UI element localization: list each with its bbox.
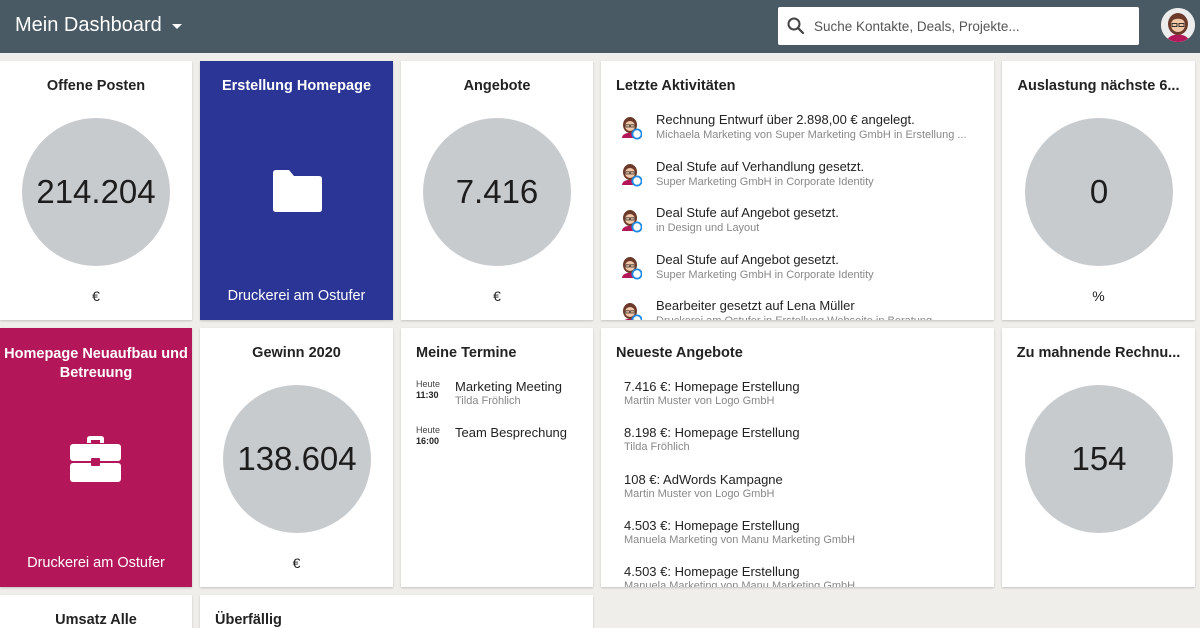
activity-meta: Druckerei am Ostufer in Erstellung Webse… [656,315,981,320]
value-circle: 138.604 [223,385,371,533]
project-client: Druckerei am Ostufer [27,555,165,571]
activity-item[interactable]: Deal Stufe auf Angebot gesetzt. Super Mar… [616,252,981,292]
ueberfaellig-card: Überfällig [200,595,593,628]
zu-mahnende-card[interactable]: Zu mahnende Rechnu... 154 [1002,328,1195,587]
folder-icon [273,170,322,212]
user-avatar-icon [620,207,643,233]
card-title: Meine Termine [416,345,517,361]
card-title: Auslastung nächste 6... [1017,78,1180,94]
erstellung-homepage-card[interactable]: Erstellung Homepage Druckerei am Ostufer [200,61,393,320]
offer-item[interactable]: 4.503 €: Homepage Erstellung Manuela Mark… [624,518,979,546]
umsatz-alle-card[interactable]: Umsatz Alle [0,595,192,628]
unit-label: % [1092,288,1105,304]
offer-customer: Manuela Marketing von Manu Marketing Gmb… [624,580,856,587]
appointment-person: Tilda Fröhlich [455,395,521,407]
activity-item[interactable]: Rechnung Entwurf über 2.898,00 € angeleg… [616,112,981,152]
offer-title: 4.503 €: Homepage Erstellung [624,564,800,580]
project-title: Homepage Neuaufbau und Betreuung [4,346,188,381]
offer-title: 4.503 €: Homepage Erstellung [624,517,800,533]
card-title: Angebote [463,78,531,94]
briefcase-icon [70,436,121,482]
user-avatar-icon [620,161,643,187]
appointment-time: 11:30 [416,390,439,400]
activity-text: Rechnung Entwurf über 2.898,00 € angeleg… [656,112,915,127]
project-client: Druckerei am Ostufer [227,288,366,304]
meine-termine-card: Meine Termine Heute 11:30 Marketing Meetin… [401,328,593,587]
avatar-icon [1161,8,1195,42]
dashboard-selector[interactable]: Mein Dashboard [15,14,182,37]
user-avatar-icon [620,114,643,140]
offer-customer: Tilda Fröhlich [624,441,690,454]
value-circle: 154 [1025,385,1173,533]
letzte-aktivitaeten-card: Letzte Aktivitäten Rechnung Entwurf über… [601,61,994,320]
card-title: Umsatz Alle [55,612,137,628]
offene-posten-card[interactable]: Offene Posten 214.204 € [0,61,192,320]
offer-item[interactable]: 7.416 €: Homepage Erstellung Martin Muste… [624,379,979,407]
appointment-day: Heute [416,379,441,389]
offer-item[interactable]: 4.503 €: Homepage Erstellung Manuela Mark… [624,564,979,587]
appointment-item[interactable]: Heute 11:30 Marketing Meeting Tilda Fröhlic… [416,379,586,413]
appointment-item[interactable]: Heute 16:00 Team Besprechung [416,425,586,459]
offer-item[interactable]: 8.198 €: Homepage Erstellung Tilda Fröhli… [624,425,979,453]
top-bar: Mein Dashboard [0,0,1200,53]
appointment-title: Team Besprechung [455,425,568,440]
unit-label: € [292,555,301,571]
card-title: Neueste Angebote [616,345,743,361]
activity-meta: Super Marketing GmbH in Corporate Identi… [656,175,874,188]
activity-text: Deal Stufe auf Angebot gesetzt. [656,205,839,220]
offer-customer: Martin Muster von Logo GmbH [624,487,775,500]
user-avatar-icon [620,300,643,320]
project-title: Erstellung Homepage [221,78,372,94]
neueste-angebote-card: Neueste Angebote 7.416 €: Homepage Erste… [601,328,994,587]
appointment-title: Marketing Meeting [455,379,562,394]
value-circle: 7.416 [423,118,571,266]
offer-title: 7.416 €: Homepage Erstellung [624,379,800,394]
angebote-card[interactable]: Angebote 7.416 € [401,61,593,320]
user-avatar[interactable] [1161,8,1195,42]
search-input[interactable] [806,18,1139,34]
activity-item[interactable]: Deal Stufe auf Angebot gesetzt. in Design… [616,205,981,245]
activity-meta: in Design und Layout [656,222,760,234]
appointment-day: Heute [416,425,441,435]
gewinn-card[interactable]: Gewinn 2020 138.604 € [200,328,393,587]
card-title: Zu mahnende Rechnu... [1016,345,1181,361]
homepage-neuaufbau-card[interactable]: Homepage Neuaufbau und Betreuung Drucker… [0,328,192,587]
caret-down-icon [171,24,182,29]
value-circle: 0 [1025,118,1173,266]
activity-text: Deal Stufe auf Angebot gesetzt. [656,251,839,267]
activity-meta: Michaela Marketing von Super Marketing G… [656,129,967,141]
value-circle: 214.204 [22,118,170,266]
offer-item[interactable]: 108 €: AdWords Kampagne Martin Muster von… [624,472,979,500]
offer-customer: Martin Muster von Logo GmbH [624,395,775,407]
card-title: Offene Posten [46,78,146,94]
search-box[interactable] [778,7,1139,45]
activity-item[interactable]: Deal Stufe auf Verhandlung gesetzt. Super… [616,159,981,199]
offer-title: 108 €: AdWords Kampagne [624,471,783,487]
activity-text: Bearbeiter gesetzt auf Lena Müller [656,298,855,313]
card-title: Überfällig [215,612,282,628]
activity-meta: Super Marketing GmbH in Corporate Identi… [656,268,874,281]
card-title: Letzte Aktivitäten [616,78,736,94]
offer-customer: Manuela Marketing von Manu Marketing Gmb… [624,533,856,546]
user-avatar-icon [620,254,643,280]
unit-label: € [493,288,501,304]
auslastung-card[interactable]: Auslastung nächste 6... 0 % [1002,61,1195,320]
appointment-time: 16:00 [416,436,440,446]
activity-text: Deal Stufe auf Verhandlung gesetzt. [656,158,865,174]
unit-label: € [92,288,100,304]
card-title: Gewinn 2020 [252,345,341,361]
dashboard-title: Mein Dashboard [15,14,162,36]
activity-item[interactable]: Bearbeiter gesetzt auf Lena Müller Drucke… [616,298,981,320]
search-icon [787,17,805,35]
offer-title: 8.198 €: Homepage Erstellung [624,425,800,441]
